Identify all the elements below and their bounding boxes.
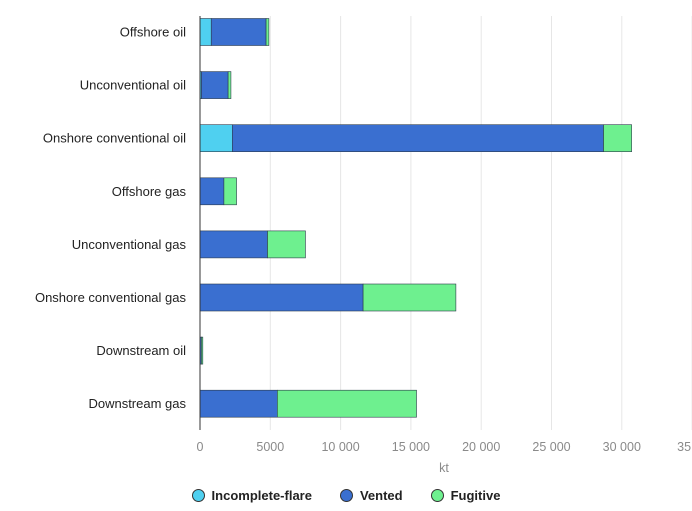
legend-label: Incomplete-flare	[211, 488, 312, 503]
x-tick-label: 20 000	[462, 440, 500, 454]
gridlines	[269, 16, 692, 430]
category-label: Offshore oil	[120, 25, 186, 40]
legend-swatch	[191, 489, 205, 502]
bar-segment-fugitive	[223, 177, 237, 206]
stacked-bar-chart: Offshore oil Unconventional oil Onshore co…	[35, 16, 692, 475]
category-labels: Offshore oil Unconventional oil Onshore co…	[35, 25, 187, 412]
legend-item[interactable]: Fugitive	[430, 488, 501, 503]
bar-segment-vented	[199, 389, 278, 418]
legend: Incomplete-flare Vented Fugitive	[0, 488, 692, 503]
bar-segment-vented	[199, 177, 225, 206]
legend-item[interactable]: Vented	[339, 488, 403, 503]
category-label: Onshore conventional gas	[35, 290, 187, 305]
legend-swatch	[430, 489, 444, 502]
category-label: Unconventional oil	[80, 78, 186, 93]
bar-segment-vented	[199, 230, 268, 259]
x-axis-title: kt	[439, 461, 449, 475]
bar-segment-vented	[232, 124, 604, 152]
category-label: Downstream gas	[88, 396, 186, 411]
category-label: Onshore conventional oil	[43, 131, 186, 146]
bar-segment-fugitive	[265, 18, 270, 46]
legend-item[interactable]: Incomplete-flare	[191, 488, 312, 503]
x-tick-label: 35 …	[677, 440, 692, 454]
bar-segment-incomplete-flare	[199, 124, 233, 152]
x-tick-labels: 0 5000 10 000 15 000 20 000 25 000 30 000 35 …	[197, 440, 692, 454]
x-tick-label: 30 000	[603, 440, 641, 454]
bar-segment-fugitive	[277, 389, 417, 418]
legend-label: Vented	[359, 488, 403, 503]
bar-segment-fugitive	[603, 124, 632, 152]
bar-segment-vented	[199, 283, 364, 312]
legend-label: Fugitive	[450, 488, 501, 503]
bar-segment-fugitive	[201, 336, 204, 365]
x-tick-label: 10 000	[321, 440, 359, 454]
bar-segment-vented	[210, 18, 267, 46]
bar-segment-fugitive	[227, 71, 232, 99]
x-tick-label: 5000	[256, 440, 284, 454]
bar-segment-fugitive	[267, 230, 306, 259]
x-tick-label: 25 000	[532, 440, 570, 454]
bar-segment-vented	[201, 71, 229, 99]
category-label: Downstream oil	[96, 343, 186, 358]
x-tick-label: 15 000	[392, 440, 430, 454]
bars	[199, 18, 632, 418]
category-label: Unconventional gas	[72, 237, 187, 252]
x-tick-label: 0	[197, 440, 204, 454]
legend-swatch	[339, 489, 353, 502]
bar-segment-fugitive	[362, 283, 457, 312]
bar-segment-incomplete-flare	[199, 18, 212, 46]
category-label: Offshore gas	[112, 184, 187, 199]
